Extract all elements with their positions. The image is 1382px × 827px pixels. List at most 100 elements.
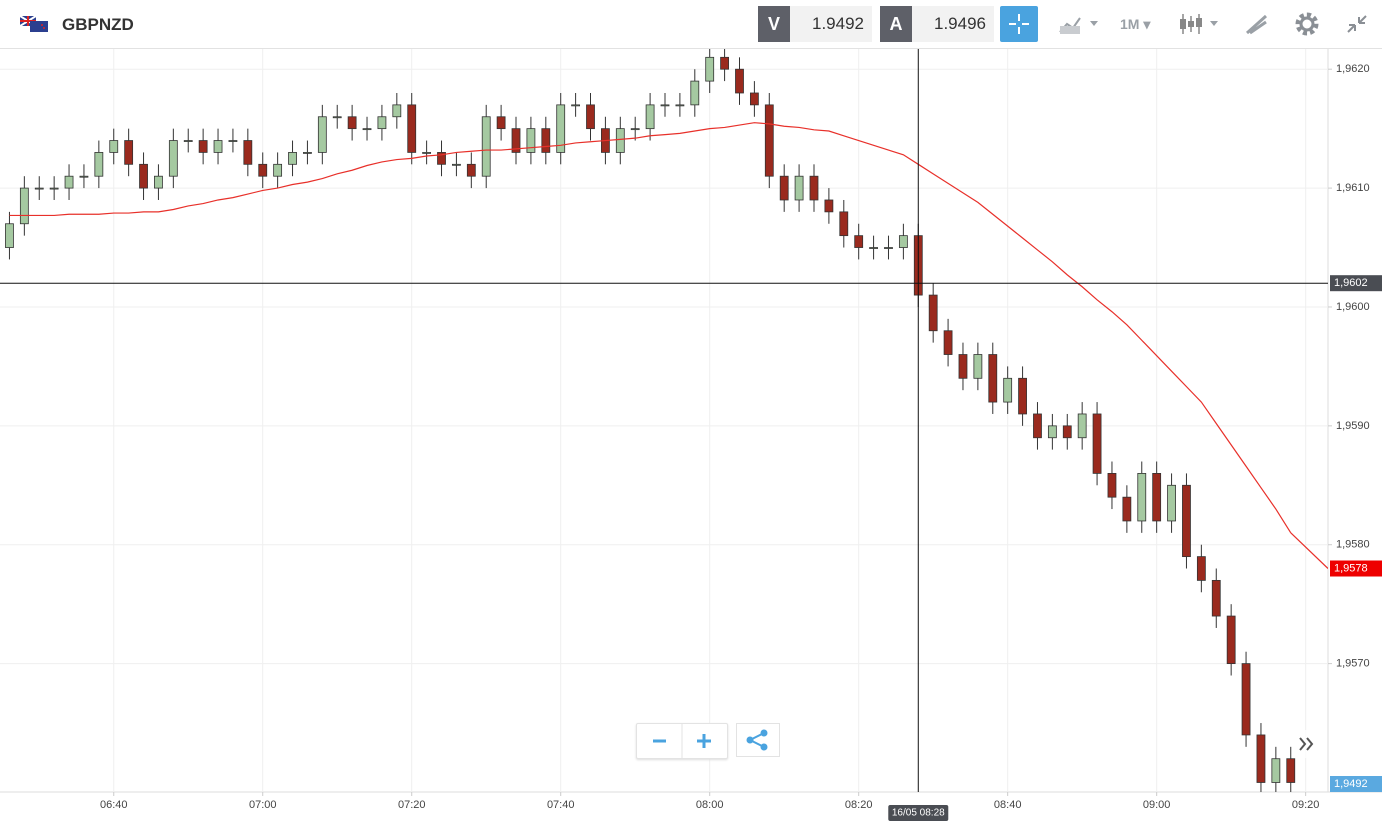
candle-body	[928, 294, 938, 332]
collapse-button[interactable]	[1344, 12, 1370, 36]
candle-body	[332, 116, 342, 119]
candle-body	[824, 199, 834, 213]
candle-body	[377, 116, 387, 130]
candle-style-button[interactable]	[1178, 12, 1222, 36]
candle-body	[288, 152, 297, 165]
candle-body	[764, 104, 774, 177]
y-tick-label: 1,9580	[1336, 539, 1370, 551]
candle-body	[690, 80, 700, 106]
candle-body	[5, 223, 14, 248]
candle-body	[749, 92, 759, 106]
candle-body	[988, 354, 998, 403]
x-tick-label: 09:00	[1143, 799, 1171, 811]
candle-body	[660, 104, 670, 107]
crosshair-button[interactable]	[1000, 6, 1038, 42]
candle-body	[556, 104, 566, 153]
x-tick-label: 09:20	[1292, 799, 1320, 811]
candle-body	[1033, 413, 1042, 439]
candle-body	[1286, 758, 1296, 783]
buy-button[interactable]: A	[880, 6, 912, 42]
moving-average-line	[9, 122, 1292, 534]
candle-body	[139, 163, 148, 189]
draw-tool-button[interactable]	[1244, 12, 1270, 36]
candle-body	[1137, 473, 1147, 522]
candle-body	[213, 140, 223, 153]
candle-body	[452, 163, 461, 166]
candle-body	[1062, 425, 1072, 439]
candle-body	[779, 175, 789, 201]
candle-body	[943, 330, 953, 355]
candle-body	[407, 104, 417, 153]
candle-body	[481, 116, 491, 177]
settings-button[interactable]	[1294, 11, 1320, 37]
candle-body	[615, 128, 625, 153]
candle-body	[1167, 484, 1176, 522]
candle-body	[913, 235, 923, 296]
y-tick-label: 1,9600	[1336, 301, 1370, 313]
candle-body	[1211, 579, 1221, 617]
candle-body	[1271, 758, 1281, 783]
moving-average-extension	[1290, 532, 1328, 569]
candle-body	[258, 163, 268, 177]
plot-layer	[0, 49, 1328, 792]
flag-icon	[20, 16, 48, 32]
candle-body	[183, 140, 193, 142]
x-tick-label: 06:40	[100, 799, 128, 811]
candle-body	[168, 140, 178, 177]
timeframe-button[interactable]: 1M ▾	[1120, 16, 1151, 32]
candle-body	[154, 175, 163, 189]
x-tick-label: 07:00	[249, 799, 277, 811]
zoom-in[interactable]	[697, 734, 711, 748]
sell-button[interactable]: V	[758, 6, 790, 42]
candle-body	[869, 247, 878, 249]
candle-body	[839, 211, 849, 237]
candle-body	[198, 140, 208, 153]
candle-body	[496, 116, 506, 130]
candle-body	[19, 187, 29, 225]
x-tick-label: 08:40	[994, 799, 1022, 811]
scroll-right-button[interactable]	[1292, 730, 1322, 758]
y-tick-label: 1,9590	[1336, 420, 1370, 432]
candle-body	[228, 140, 238, 142]
candle-body	[958, 354, 968, 379]
candle-body	[1122, 496, 1132, 522]
candle-body	[571, 104, 581, 107]
candle-body	[1256, 734, 1266, 783]
candle-body	[362, 128, 372, 131]
candle-body	[1226, 615, 1236, 665]
candle-body	[884, 247, 893, 249]
candle-body	[392, 104, 402, 118]
candle-body	[1107, 473, 1117, 498]
crosshair-time-box	[888, 805, 949, 821]
candle-body	[273, 163, 283, 177]
x-tick-label: 07:40	[547, 799, 575, 811]
candle-body	[809, 175, 819, 201]
y-tick-label: 1,9570	[1336, 658, 1370, 670]
candle-body	[422, 152, 432, 154]
price-marker-label: 1,9578	[1334, 562, 1368, 574]
bid-price: 1.9492	[790, 6, 872, 42]
last-price-label: 1,9492	[1334, 778, 1368, 790]
candle-body	[64, 175, 74, 189]
candle-body	[1182, 484, 1191, 558]
candle-body	[898, 235, 908, 248]
candle-body	[541, 128, 551, 153]
zoom-icons	[653, 724, 711, 758]
chart-type-button[interactable]	[1058, 12, 1102, 36]
candle-body	[1003, 377, 1013, 403]
candle-body	[1196, 556, 1206, 581]
candle-body	[243, 140, 253, 165]
ask-price: 1.9496	[912, 6, 994, 42]
candle-body	[705, 56, 715, 82]
plot-area	[0, 49, 1328, 792]
candle-body	[526, 128, 536, 153]
candle-body	[794, 175, 804, 201]
candle-body	[34, 187, 44, 190]
crosshair-price-label: 1,9602	[1334, 277, 1368, 289]
share-button[interactable]	[736, 723, 780, 757]
candle-body	[675, 104, 685, 107]
crosshair-time-label: 16/05 08:28	[892, 808, 945, 819]
candle-body	[735, 68, 744, 94]
y-tick-label: 1,9610	[1336, 182, 1370, 194]
